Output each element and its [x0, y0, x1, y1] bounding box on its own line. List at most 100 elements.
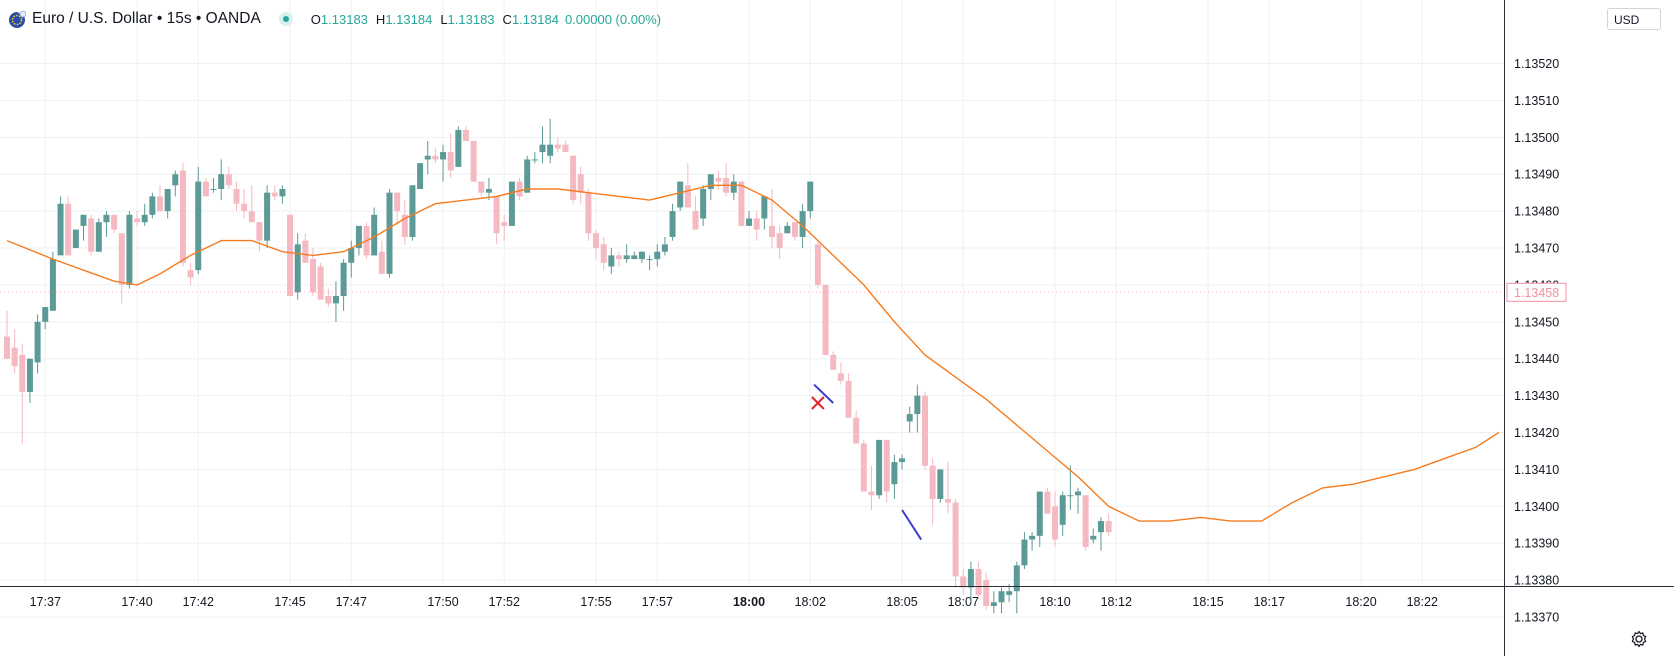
market-status-dot-icon [278, 12, 293, 26]
time-tick-label: 17:47 [336, 595, 367, 609]
candle-body [623, 255, 630, 260]
candle-body [348, 248, 355, 263]
time-tick-label: 18:10 [1039, 595, 1070, 609]
gear-icon[interactable] [1630, 630, 1648, 648]
candle-body [1067, 495, 1074, 497]
last-price-label: 1.13458 [1514, 286, 1559, 300]
candle-body [769, 225, 775, 237]
candle-body [791, 222, 798, 237]
candle-body [700, 188, 707, 219]
candle-body [134, 218, 141, 223]
candle-body [432, 155, 439, 160]
trend-line-drawing[interactable] [813, 383, 834, 404]
trend-line-drawing[interactable] [901, 509, 923, 541]
currency-button[interactable]: USD [1607, 8, 1661, 30]
candle-body [677, 181, 684, 208]
candle-body [501, 222, 508, 226]
candle-body [860, 443, 867, 492]
last-price-label-box [1506, 282, 1567, 302]
candle-body [210, 188, 217, 190]
time-tick-label: 17:45 [274, 595, 305, 609]
candle-body [1075, 491, 1081, 496]
candle-body [1052, 506, 1059, 540]
price-tick-label: 1.13390 [1514, 537, 1559, 551]
candle-body [141, 214, 148, 223]
close-value: 1.13184 [511, 11, 559, 27]
candle-body [72, 229, 79, 249]
candle-body [88, 218, 95, 252]
low-value: 1.13183 [447, 11, 495, 27]
candle-body [202, 181, 209, 197]
candle-body [983, 580, 990, 606]
candle-body [187, 270, 194, 278]
candle-body [241, 203, 248, 212]
time-tick-label: 18:15 [1192, 595, 1223, 609]
candle-body [738, 181, 745, 226]
moving-average-line [6, 184, 1500, 522]
candle-body [784, 225, 791, 234]
candle-body [746, 218, 753, 226]
candle-body [638, 251, 645, 260]
time-tick-label: 18:12 [1101, 595, 1132, 609]
candle-body [409, 185, 416, 237]
euro-flag-logo-icon [9, 10, 26, 28]
cross-marker-icon[interactable] [811, 396, 825, 410]
candle-body [1059, 495, 1066, 525]
candle-body [669, 211, 676, 237]
candle-body [317, 266, 324, 300]
candle-body [654, 251, 661, 260]
candle-body [730, 181, 737, 193]
price-tick-label: 1.13480 [1514, 205, 1559, 219]
candle-body [646, 259, 653, 261]
candle-body [906, 414, 913, 422]
chart-legend: Euro / U.S. Dollar • 15s • OANDA O 1.1318… [8, 8, 661, 30]
candle-body [371, 214, 378, 256]
candle-body [960, 576, 967, 588]
time-tick-label: 17:42 [183, 595, 214, 609]
price-tick-label: 1.13520 [1514, 57, 1559, 71]
candle-body [49, 259, 56, 311]
candle-body [1097, 521, 1104, 533]
high-value: 1.13184 [385, 11, 433, 27]
price-tick-label: 1.13380 [1514, 574, 1559, 588]
candle-body [1021, 539, 1028, 566]
candle-body [4, 336, 10, 359]
candle-body [753, 218, 760, 230]
candle-body [463, 129, 469, 142]
time-tick-label: 18:20 [1345, 595, 1376, 609]
candle-body [929, 465, 936, 499]
candle-body [570, 155, 577, 201]
candle-body [516, 181, 523, 197]
candle-body [975, 569, 982, 595]
candle-body [1090, 535, 1097, 540]
candle-body [562, 144, 569, 153]
candle-body [80, 214, 87, 226]
candle-body [394, 192, 401, 212]
candle-body [891, 462, 898, 485]
candle-body [26, 358, 33, 392]
candle-body [340, 262, 347, 296]
time-tick-label: 17:37 [30, 595, 61, 609]
change-value: 0.00000 (0.00%) [564, 11, 662, 27]
candle-body [485, 188, 492, 193]
candle-body [585, 192, 592, 234]
candle-body [417, 163, 424, 189]
price-tick-label: 1.13440 [1514, 352, 1559, 366]
candle-body [539, 144, 546, 153]
symbol-title[interactable]: Euro / U.S. Dollar • 15s • OANDA [32, 10, 261, 27]
candle-body [42, 307, 49, 322]
high-label: H [375, 11, 386, 27]
candle-body [554, 144, 561, 149]
candle-body [631, 255, 638, 260]
candle-body [225, 174, 232, 186]
price-tick-label: 1.13470 [1514, 242, 1559, 256]
candle-body [325, 295, 332, 304]
candle-body [34, 321, 41, 363]
candle-body [608, 255, 615, 267]
open-label: O [310, 11, 321, 27]
time-tick-label: 18:05 [886, 595, 917, 609]
candle-body [547, 144, 554, 156]
candle-body [577, 174, 584, 193]
candle-body [692, 211, 699, 230]
